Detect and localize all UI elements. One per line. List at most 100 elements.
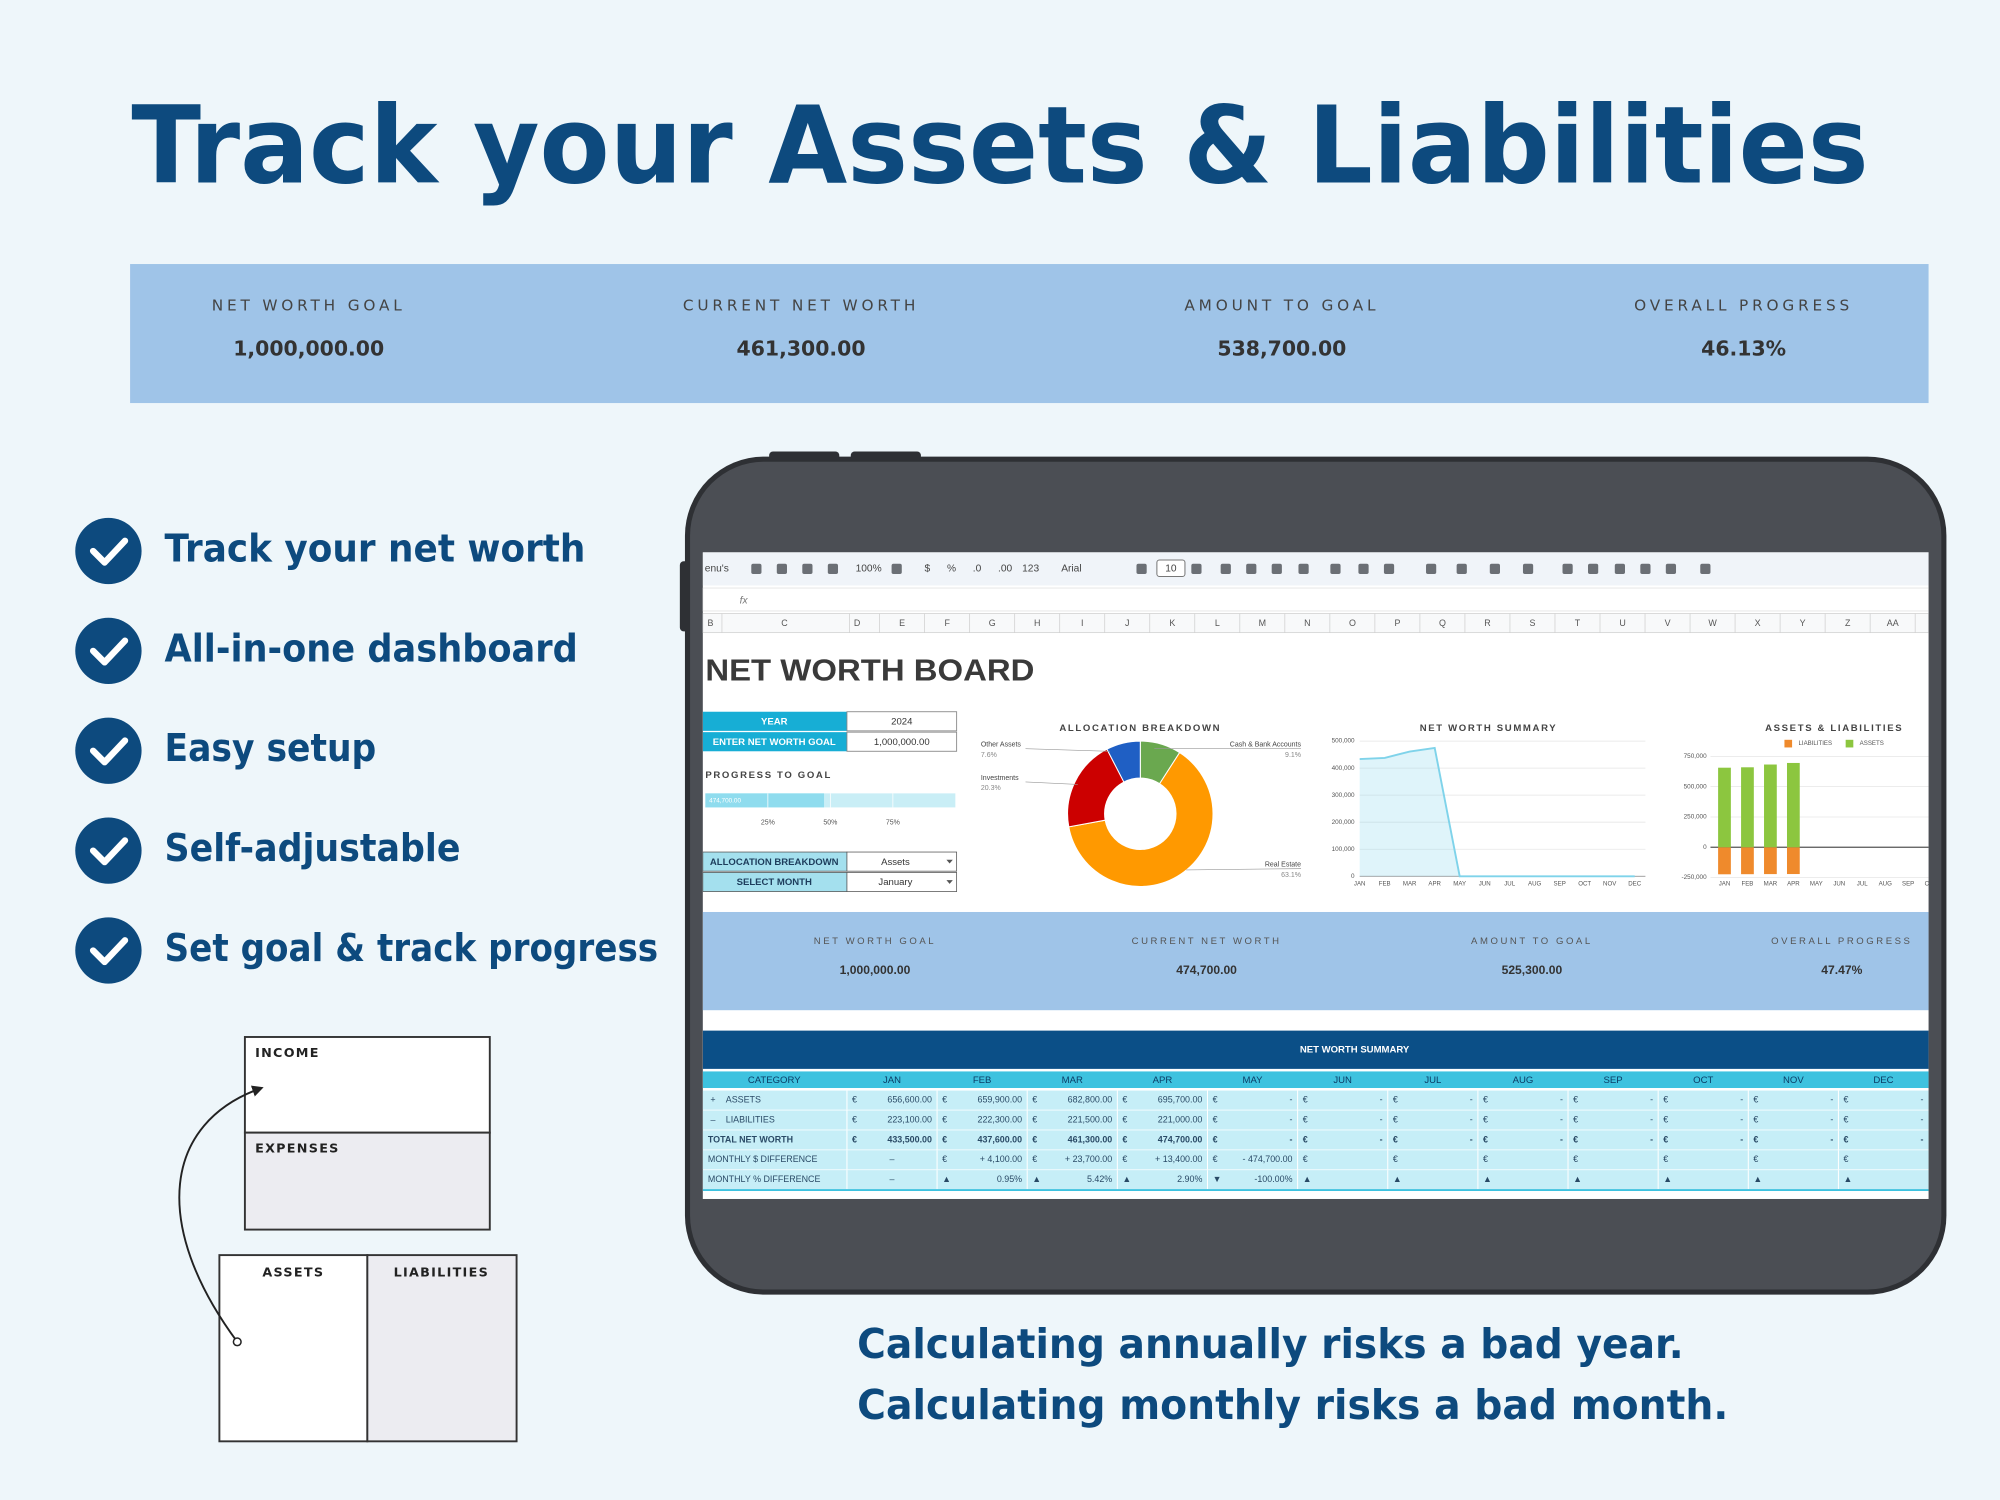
diagram-arrow [178,1085,264,1343]
row-sign: + [710,1094,715,1104]
column-letter: R [1484,618,1491,628]
toolbar-icon [1358,563,1369,574]
toolbar-text: Arial [1061,564,1081,575]
cell-symbol: € [1393,1154,1398,1164]
cell-symbol: € [1573,1154,1578,1164]
cell-symbol: ▼ [1213,1174,1222,1184]
selector-value: January [878,877,912,888]
stat-label: NET WORTH GOAL [212,297,406,315]
cell-symbol: € [1213,1134,1218,1144]
cell-symbol: € [1844,1114,1849,1124]
cell-symbol: € [1483,1094,1488,1104]
column-letter: N [1304,618,1310,628]
y-tick-label: 200,000 [1332,819,1355,826]
input-label-cell [702,732,847,752]
column-letter: S [1530,618,1536,628]
y-tick-label: 500,000 [1684,783,1707,790]
cell-symbol: € [1213,1154,1218,1164]
selector-value: Assets [881,857,910,868]
cell-value: - [1560,1114,1563,1124]
quote: Calculating monthly risks a bad month. [857,1381,1728,1429]
column-letter: V [1665,618,1671,628]
cell-symbol: € [1213,1094,1218,1104]
slice-value: 7.6% [981,752,997,759]
bar [1718,847,1731,875]
slice-label: Cash & Bank Accounts [1230,742,1302,749]
progress-label: 474,700.00 [709,798,741,805]
toolbar-text: .0 [973,564,982,575]
cell-value: 656,600.00 [887,1094,932,1104]
cell-symbol: € [1483,1114,1488,1124]
legend-swatch [1845,739,1854,748]
cell-symbol: € [942,1114,947,1124]
feature-text: All-in-one dashboard [165,626,578,671]
slice-value: 20.3% [981,785,1001,792]
cell-value: - [1380,1114,1383,1124]
cell-value: 437,600.00 [978,1134,1023,1144]
cell-value: 659,900.00 [978,1094,1023,1104]
cell-symbol: € [1663,1114,1668,1124]
summary-header: JUL [1424,1075,1441,1086]
progress-fill [705,793,825,808]
toolbar-text: .00 [998,564,1012,575]
slice-value: 9.1% [1285,752,1301,759]
toolbar-icon [751,563,762,574]
check-mark [89,537,129,566]
summary-row [702,1110,1929,1130]
column-letter: K [1169,618,1175,628]
row-sign: – [711,1114,716,1124]
column-letter: I [1081,618,1083,628]
toolbar-icon [802,563,813,574]
progress-tick-label: 75% [886,820,900,827]
cell-value: - [1650,1114,1653,1124]
cell-symbol: € [1032,1094,1037,1104]
selector-value-cell [846,851,958,872]
toolbar-text: 10 [1165,564,1177,575]
summary-header: JAN [883,1075,901,1086]
toolbar-icon [1562,563,1573,574]
income-box [243,1036,491,1134]
bar [1764,764,1777,848]
column-letter: X [1755,618,1761,628]
x-tick-label: FEB [1742,881,1754,888]
y-tick-label: 250,000 [1684,814,1707,821]
toolbar-text: enu's [705,564,729,575]
cell-value: - [1290,1114,1293,1124]
cell-symbol: € [1303,1154,1308,1164]
legend-label: LIABILITIES [1798,740,1832,747]
cell-value: + 23,700.00 [1065,1154,1112,1164]
diagram-label: ASSETS [262,1265,324,1280]
row-label: LIABILITIES [726,1114,775,1124]
column-letter: W [1708,618,1717,628]
cell-symbol: € [1844,1154,1849,1164]
sheet-stats-band [702,911,1929,1011]
toolbar-icon [827,563,839,574]
summary-row [702,1090,1929,1110]
selector-label: SELECT MONTH [737,877,812,888]
cell-symbol: ▲ [1483,1174,1492,1184]
cell-symbol: € [1213,1114,1218,1124]
cell-value: 5.42% [1087,1174,1112,1184]
toolbar-icon [1220,563,1231,574]
summary-header: JUN [1333,1075,1352,1086]
page-title: Track your Assets & Liabilities [131,84,1868,208]
diagram-label: EXPENSES [255,1142,340,1157]
sheet-stat-value: 474,700.00 [1176,963,1237,977]
toolbar-icon [1330,563,1341,574]
toolbar-icon [1271,563,1282,574]
y-tick-label: -250,000 [1682,874,1708,881]
column-letter: O [1349,618,1356,628]
progress-tick-label: 50% [823,820,837,827]
cell-symbol: € [1663,1134,1668,1144]
cell-symbol: € [1753,1134,1758,1144]
x-tick-label: FEB [1379,881,1391,888]
spreadsheet: enu's 100% $% .0 .00 123 Arial 10 fx B C D E F G H I J K L M… [702,552,1929,1192]
cell-value: - [1560,1094,1563,1104]
legend-swatch [1784,739,1793,748]
column-letter: Q [1439,618,1446,628]
toolbar-icon [1136,563,1147,574]
chart-title: ALLOCATION BREAKDOWN [1059,723,1221,734]
column-letter: AA [1887,618,1899,628]
sheet-stat-value: 47.47% [1821,963,1862,977]
stat-label: AMOUNT TO GOAL [1184,297,1379,315]
